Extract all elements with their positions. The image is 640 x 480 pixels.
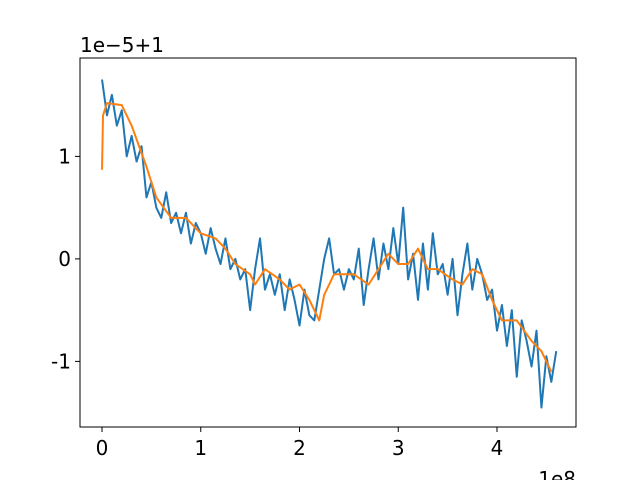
- x-tick-label: 4: [491, 436, 504, 460]
- y-tick-label: -1: [51, 349, 71, 373]
- x-offset-label: 1e8: [538, 467, 576, 480]
- x-tick-label: 3: [392, 436, 405, 460]
- y-offset-label: 1e−5+1: [80, 33, 164, 57]
- y-tick-label: 0: [58, 247, 71, 271]
- plot-area: [101, 79, 558, 409]
- axes-frame: [79, 57, 577, 428]
- y-tick-label: 1: [58, 144, 71, 168]
- x-tick-label: 0: [96, 436, 109, 460]
- series-line: [101, 102, 553, 373]
- series-line: [101, 79, 558, 409]
- x-tick-label: 2: [293, 436, 306, 460]
- x-tick-label: 1: [194, 436, 207, 460]
